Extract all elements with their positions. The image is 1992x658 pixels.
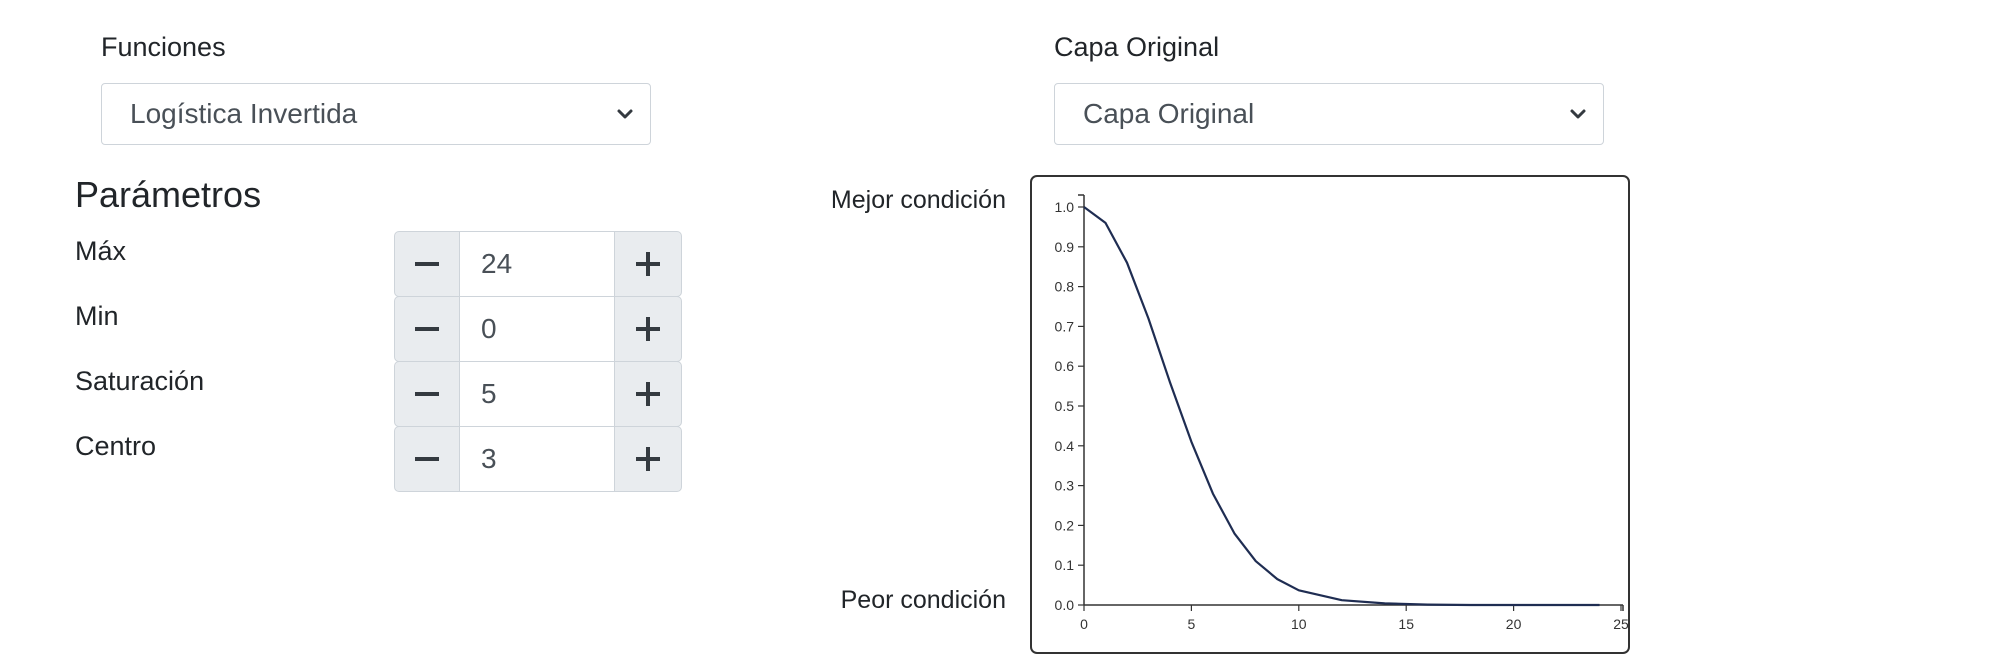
plus-icon <box>636 447 660 471</box>
param-stepper-center: 3 <box>394 426 682 492</box>
increment-button-min[interactable] <box>614 296 682 362</box>
series-line <box>1083 206 1600 607</box>
plus-icon <box>636 317 660 341</box>
params-heading: Parámetros <box>75 174 262 215</box>
layer-select-value: Capa Original <box>1083 98 1255 129</box>
increment-button-max[interactable] <box>614 231 682 297</box>
param-input-saturation[interactable]: 5 <box>460 361 614 427</box>
param-input-center[interactable]: 3 <box>460 426 614 492</box>
increment-button-center[interactable] <box>614 426 682 492</box>
param-label-min: Min <box>75 301 119 331</box>
minus-icon <box>415 392 439 396</box>
x-tick-label: 10 <box>1291 616 1307 632</box>
worst-condition-label: Peor condición <box>840 586 1006 614</box>
decrement-button-max[interactable] <box>394 231 460 297</box>
x-tick-label: 25 <box>1613 616 1628 632</box>
y-tick-label: 0.7 <box>1055 318 1075 334</box>
layer-select[interactable]: Capa Original <box>1054 83 1604 145</box>
function-chart: 0.0 0.1 0.2 0.3 0.4 0.5 0.6 0.7 0.8 0.9 1.0 0 5 10 15 2… <box>1030 175 1630 654</box>
param-input-max[interactable]: 24 <box>460 231 614 297</box>
x-tick-label: 15 <box>1398 616 1414 632</box>
param-stepper-min: 0 <box>394 296 682 362</box>
y-tick-label: 1.0 <box>1055 199 1075 215</box>
plus-icon <box>636 382 660 406</box>
minus-icon <box>415 457 439 461</box>
y-tick-label: 0.6 <box>1055 358 1075 374</box>
param-stepper-saturation: 5 <box>394 361 682 427</box>
x-tick-label: 5 <box>1188 616 1196 632</box>
best-condition-label: Mejor condición <box>830 186 1006 214</box>
decrement-button-saturation[interactable] <box>394 361 460 427</box>
function-select-value: Logística Invertida <box>130 98 358 129</box>
x-tick-label: 0 <box>1080 616 1088 632</box>
function-chart-svg: 0.0 0.1 0.2 0.3 0.4 0.5 0.6 0.7 0.8 0.9 1.0 0 5 10 15 2… <box>1055 194 1629 632</box>
layer-label: Capa Original <box>1054 32 1220 62</box>
functions-label: Funciones <box>101 32 226 62</box>
param-input-min[interactable]: 0 <box>460 296 614 362</box>
chevron-down-icon <box>617 109 633 119</box>
y-tick-label: 0.8 <box>1055 279 1075 295</box>
x-tick-label: 20 <box>1506 616 1522 632</box>
y-tick-label: 0.0 <box>1055 597 1075 613</box>
minus-icon <box>415 327 439 331</box>
y-tick-label: 0.5 <box>1055 398 1075 414</box>
function-select[interactable]: Logística Invertida <box>101 83 651 145</box>
decrement-button-center[interactable] <box>394 426 460 492</box>
chevron-down-icon <box>1570 109 1586 119</box>
param-label-center: Centro <box>75 431 157 461</box>
param-label-max: Máx <box>75 236 127 266</box>
y-tick-label: 0.4 <box>1055 438 1075 454</box>
y-tick-label: 0.3 <box>1055 478 1075 494</box>
decrement-button-min[interactable] <box>394 296 460 362</box>
param-label-saturation: Saturación <box>75 366 205 396</box>
minus-icon <box>415 262 439 266</box>
y-tick-label: 0.9 <box>1055 239 1075 255</box>
increment-button-saturation[interactable] <box>614 361 682 427</box>
param-stepper-max: 24 <box>394 231 682 297</box>
y-tick-label: 0.1 <box>1055 557 1075 573</box>
y-tick-label: 0.2 <box>1055 517 1075 533</box>
plus-icon <box>636 252 660 276</box>
